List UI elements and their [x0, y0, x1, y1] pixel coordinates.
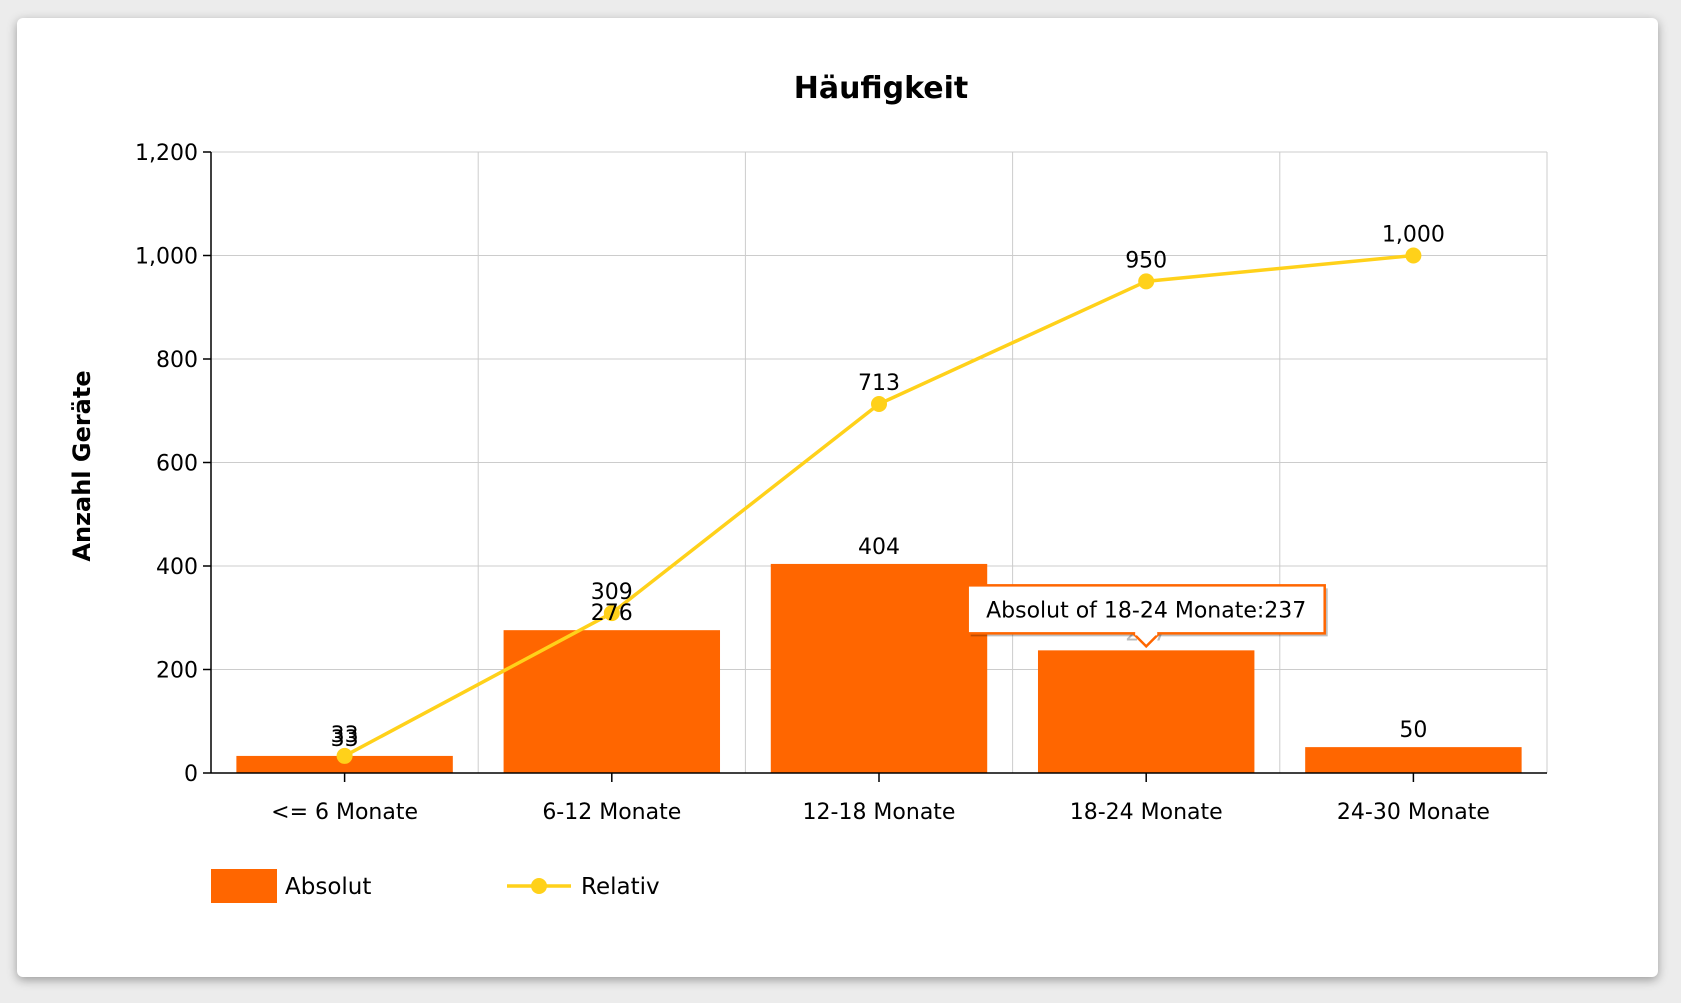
- x-tick-label: 6-12 Monate: [542, 800, 681, 825]
- y-tick-label: 0: [184, 762, 198, 787]
- x-tick-label: <= 6 Monate: [271, 800, 418, 825]
- tooltip-box: [966, 584, 1326, 635]
- chart-title: Häufigkeit: [794, 71, 969, 106]
- y-axis-label: Anzahl Geräte: [68, 370, 96, 561]
- line-value-label: 950: [1125, 248, 1167, 273]
- legend-swatch-absolut: [211, 869, 277, 903]
- chart-card: Häufigkeit Anzahl Geräte 0 200 400 600 800 1,…: [17, 18, 1658, 977]
- tooltip-text: Absolut of 18-24 Monate:237: [986, 598, 1306, 623]
- bar: [1305, 747, 1522, 773]
- tooltip: Absolut of 18-24 Monate:237: [966, 584, 1328, 649]
- y-tick-label: 1,000: [135, 245, 198, 270]
- y-tick-label: 1,200: [135, 141, 198, 166]
- tooltip-pointer-mask: [1135, 630, 1158, 636]
- line-point: [336, 747, 353, 764]
- legend-marker-relativ: [531, 878, 547, 894]
- tooltip-pointer: [1132, 632, 1161, 649]
- line-value-label: 33: [331, 723, 359, 748]
- chart-svg: Häufigkeit Anzahl Geräte 0 200 400 600 800 1,…: [68, 71, 1548, 903]
- y-tick-label: 400: [156, 555, 198, 580]
- grid-lines: [211, 151, 1548, 773]
- bar: [236, 755, 453, 773]
- legend-label-absolut: Absolut: [285, 874, 371, 900]
- x-tick-label: 24-30 Monate: [1337, 800, 1490, 825]
- bar-value-label: 50: [1399, 718, 1427, 743]
- bar: [770, 563, 988, 773]
- bar-value-label: 33: [331, 727, 359, 752]
- y-tick-label: 800: [156, 348, 198, 373]
- axes: 0 200 400 600 800 1,000 1,200 <= 6 Monate 6-12 M…: [135, 141, 1547, 825]
- y-tick-label: 200: [156, 659, 198, 684]
- bar: [1037, 650, 1255, 773]
- x-tick-label: 12-18 Monate: [803, 800, 956, 825]
- bar: [503, 630, 721, 773]
- x-tick-label: 18-24 Monate: [1070, 800, 1223, 825]
- line-value-label: 1,000: [1382, 223, 1445, 248]
- legend-label-relativ: Relativ: [581, 874, 660, 900]
- line-series: [336, 247, 1422, 764]
- line-point: [1138, 273, 1155, 290]
- line-value-label: 309: [591, 580, 633, 605]
- line-point: [871, 396, 887, 413]
- bar-value-label: 404: [858, 535, 900, 560]
- bar-value-label: 276: [591, 601, 633, 626]
- line-value-label: 713: [858, 371, 900, 396]
- bar-series: [236, 563, 1522, 773]
- line-point: [603, 605, 620, 622]
- line-point: [1405, 247, 1422, 264]
- data-labels: 3327640423750333097139501,000: [331, 223, 1445, 752]
- legend: Absolut Relativ: [211, 869, 660, 903]
- y-tick-label: 600: [156, 452, 198, 477]
